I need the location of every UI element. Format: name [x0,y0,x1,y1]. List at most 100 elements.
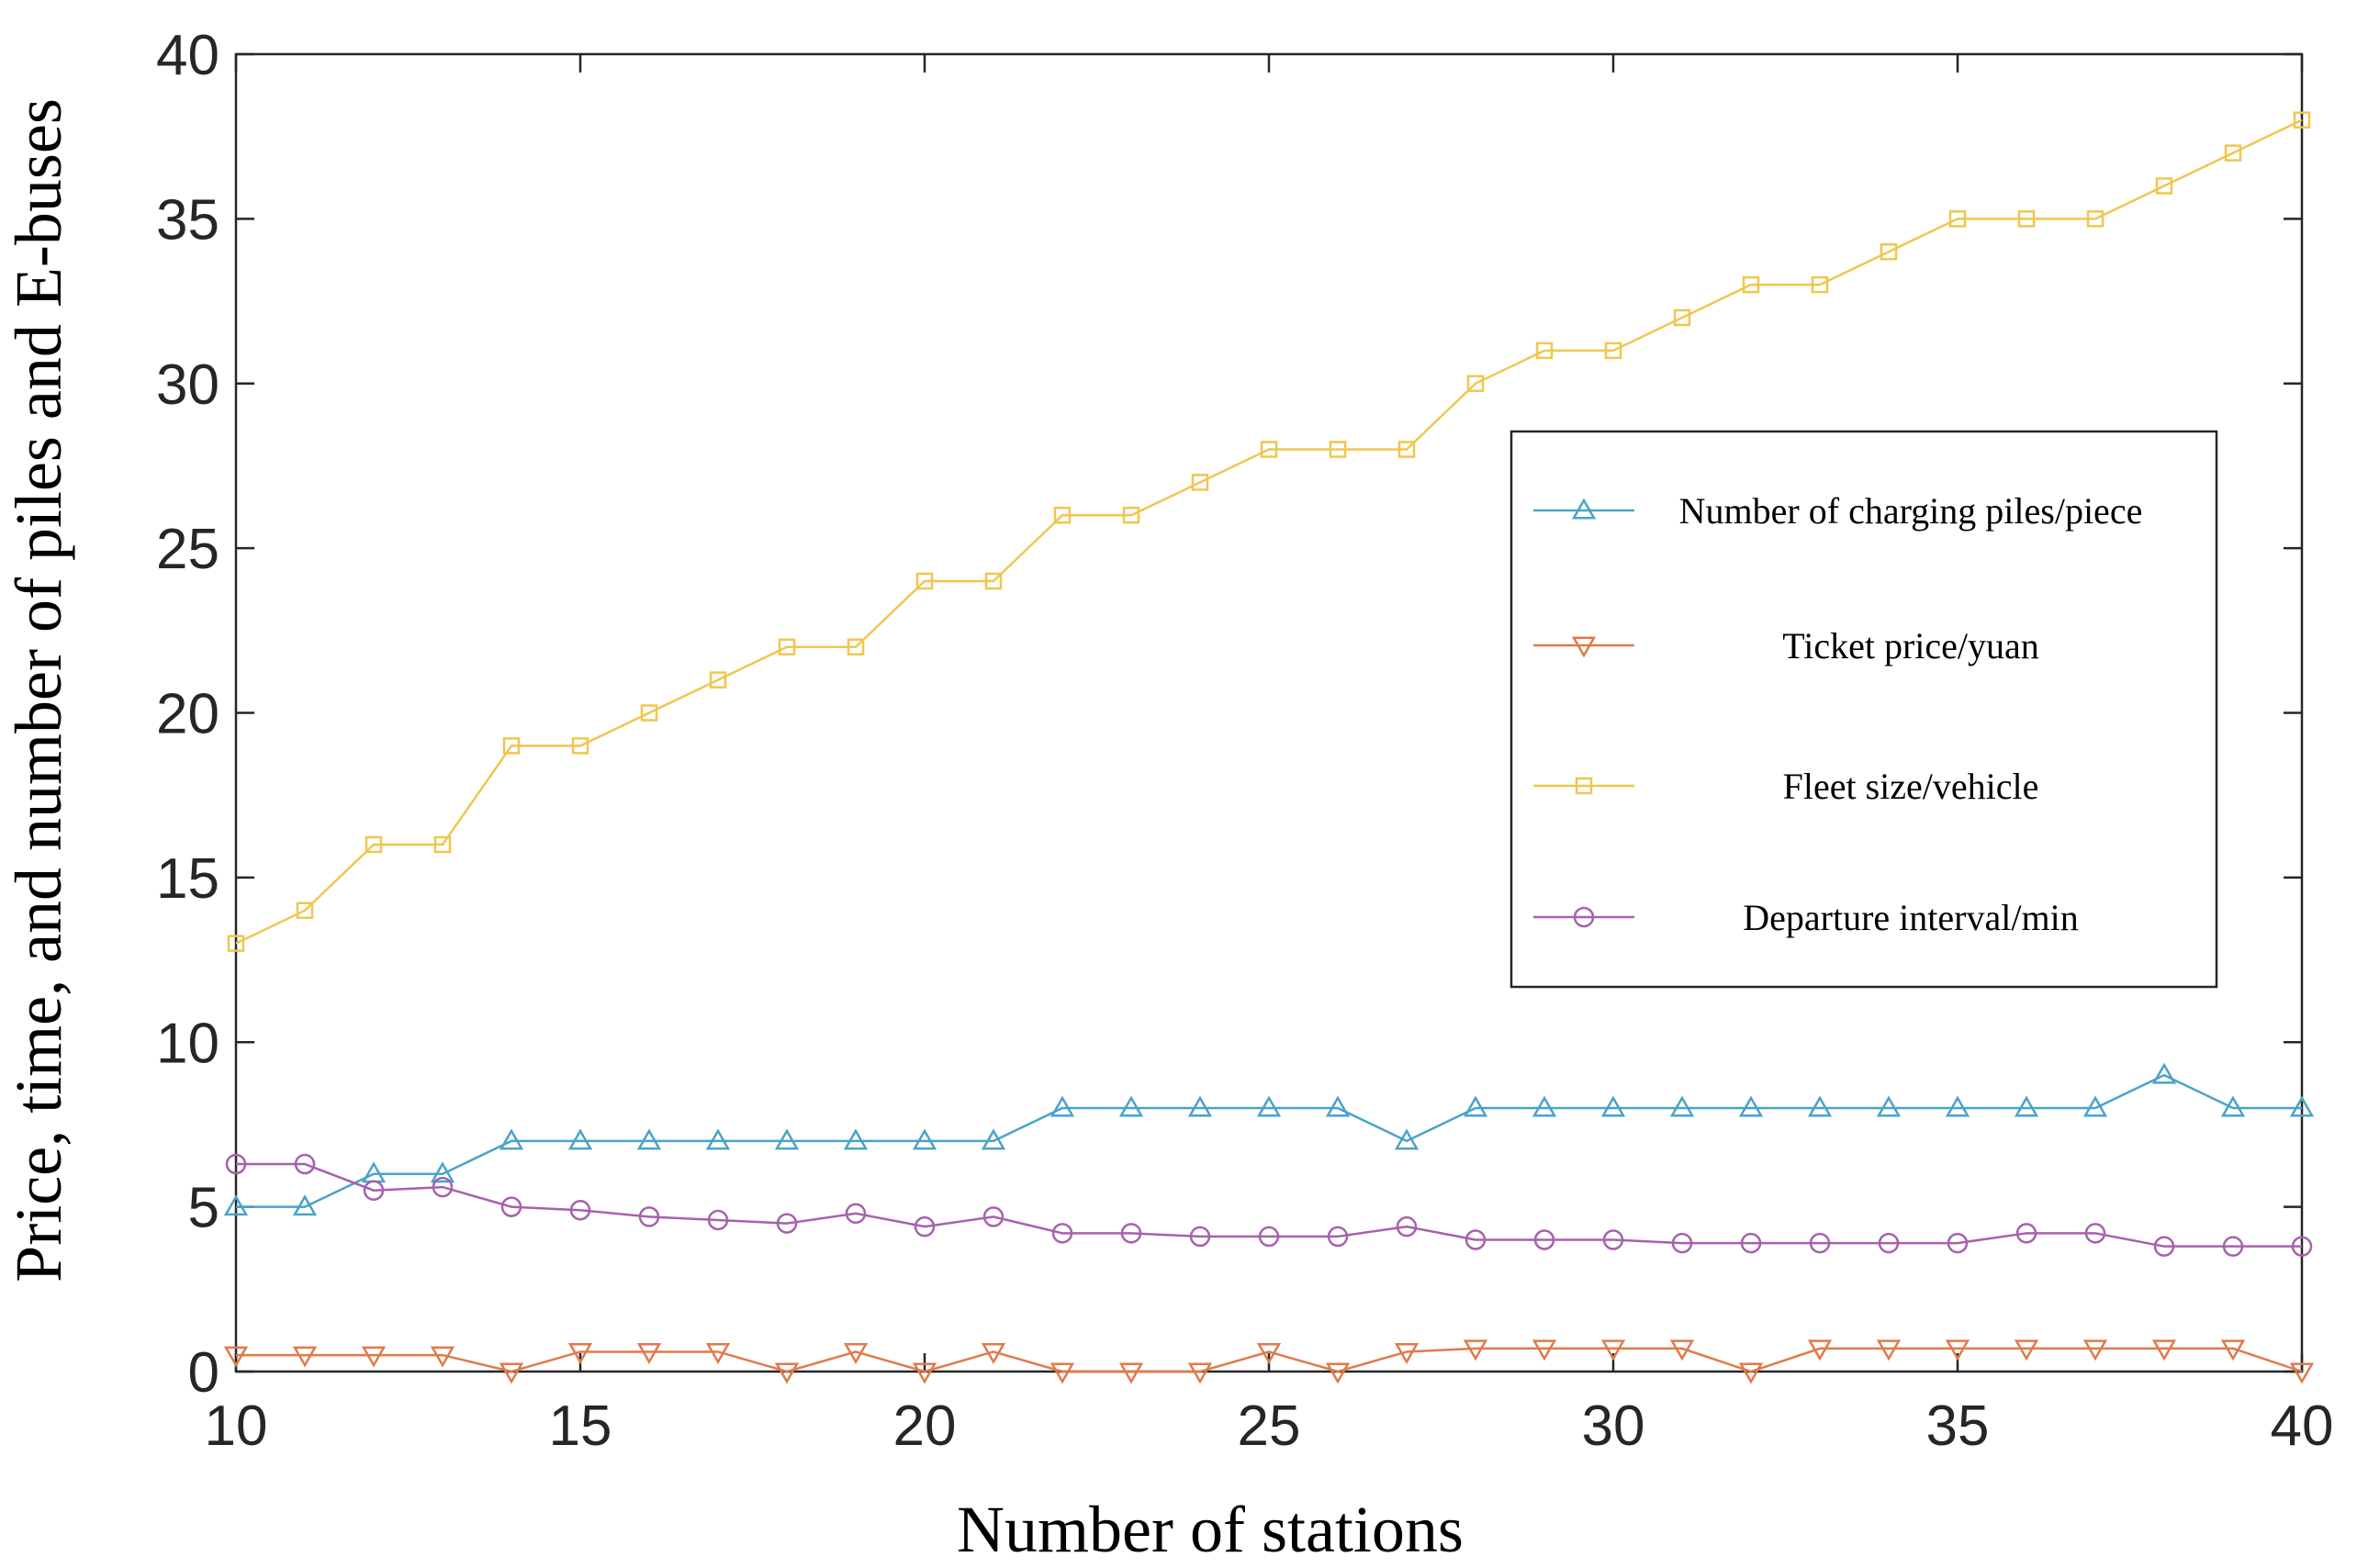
data-point [569,1199,591,1221]
legend-item: Fleet size/vehicle [1533,766,2038,807]
data-point [365,835,383,854]
y-tick-label: 40 [156,24,219,87]
data-point [912,1362,937,1384]
y-tick-label: 15 [156,847,219,911]
data-point [709,671,727,689]
data-point [843,1342,869,1364]
data-point [1532,1339,1557,1361]
data-point [1878,1232,1900,1254]
data-point [223,1346,249,1368]
data-point [1738,1095,1764,1117]
data-point [1396,1215,1418,1238]
data-point [2082,1095,2108,1117]
data-point [1740,1232,1762,1254]
data-point [1947,1232,1969,1254]
data-point [1397,441,1416,458]
series-1 [223,1339,2315,1384]
data-point [1466,375,1485,392]
data-point [223,1194,249,1216]
data-point [227,935,245,952]
data-point [982,1206,1005,1227]
data-point [1945,1339,1970,1361]
data-point [1876,1339,1902,1361]
data-point [363,1180,385,1201]
data-point [2014,1095,2039,1117]
data-point [2153,1236,2175,1257]
data-point [1809,1232,1831,1254]
data-point [1602,1229,1624,1250]
data-point [638,1206,660,1227]
y-tick-label: 0 [188,1341,219,1405]
y-tick-label: 5 [188,1177,219,1240]
legend: Number of charging piles/piece Ticket pri… [1510,430,2218,989]
data-point [361,1346,387,1368]
data-point [1325,1362,1351,1384]
data-point [1258,1226,1280,1248]
data-point [776,1213,798,1234]
data-point [2151,1062,2177,1084]
legend-label: Fleet size/vehicle [1783,766,2039,807]
data-point [1535,342,1554,360]
data-point [707,1209,729,1231]
data-point [430,1346,455,1368]
data-point [292,1194,318,1216]
legend-item: Departure interval/min [1533,897,2079,938]
y-tick-label: 10 [156,1012,219,1075]
data-point [2222,1236,2244,1257]
legend-marker [1571,498,1597,520]
data-point [1600,1095,1626,1117]
data-point [705,1128,731,1150]
data-point [981,1128,1006,1150]
data-point [2084,1223,2106,1244]
data-point [1122,507,1140,524]
data-point [1807,1339,1833,1361]
series-line [236,1162,2302,1248]
data-point [1463,1095,1488,1117]
data-point [1053,507,1072,524]
data-point [1600,1339,1626,1361]
data-point [1187,1362,1213,1384]
data-point [636,1128,662,1150]
data-point [1533,1229,1555,1250]
data-point [640,704,658,722]
data-point [296,902,314,919]
legend-marker [1575,777,1593,795]
data-point [914,1215,936,1238]
axis-labels: Number of stations Price, time, and numb… [2,98,1464,1566]
x-tick-label: 35 [1926,1394,1990,1458]
data-point [1051,1223,1073,1244]
y-tick-label: 20 [156,683,219,746]
data-point [1532,1095,1557,1117]
data-point [1945,1095,1970,1117]
y-tick-label: 30 [156,353,219,417]
series-line [236,1347,2303,1373]
data-point [1463,1339,1488,1361]
x-tick-label: 25 [1238,1394,1301,1458]
data-point [1256,1095,1282,1117]
data-point [1876,1095,1902,1117]
legend-marker [1571,636,1597,658]
data-point [845,1203,867,1225]
y-axis-title: Price, time, and number of piles and E-b… [2,98,75,1282]
data-point [915,572,934,590]
data-point [502,737,521,755]
data-point [2289,1095,2315,1117]
data-point [705,1342,731,1364]
data-point [2289,1362,2315,1384]
data-point [1329,441,1347,458]
data-point [1256,1342,1282,1364]
data-point [433,835,452,854]
legend-label: Departure interval/min [1743,897,2078,938]
data-point [2291,1236,2313,1257]
series-0 [223,1062,2315,1216]
data-point [843,1128,869,1150]
data-point [2151,1339,2177,1361]
legend-item: Ticket price/yuan [1533,625,2039,666]
data-point [225,1153,247,1175]
data-point [499,1362,524,1384]
data-point [774,1362,800,1384]
y-tick-label: 35 [156,188,219,252]
y-tick-label: 25 [156,518,219,581]
data-point [2082,1339,2108,1361]
